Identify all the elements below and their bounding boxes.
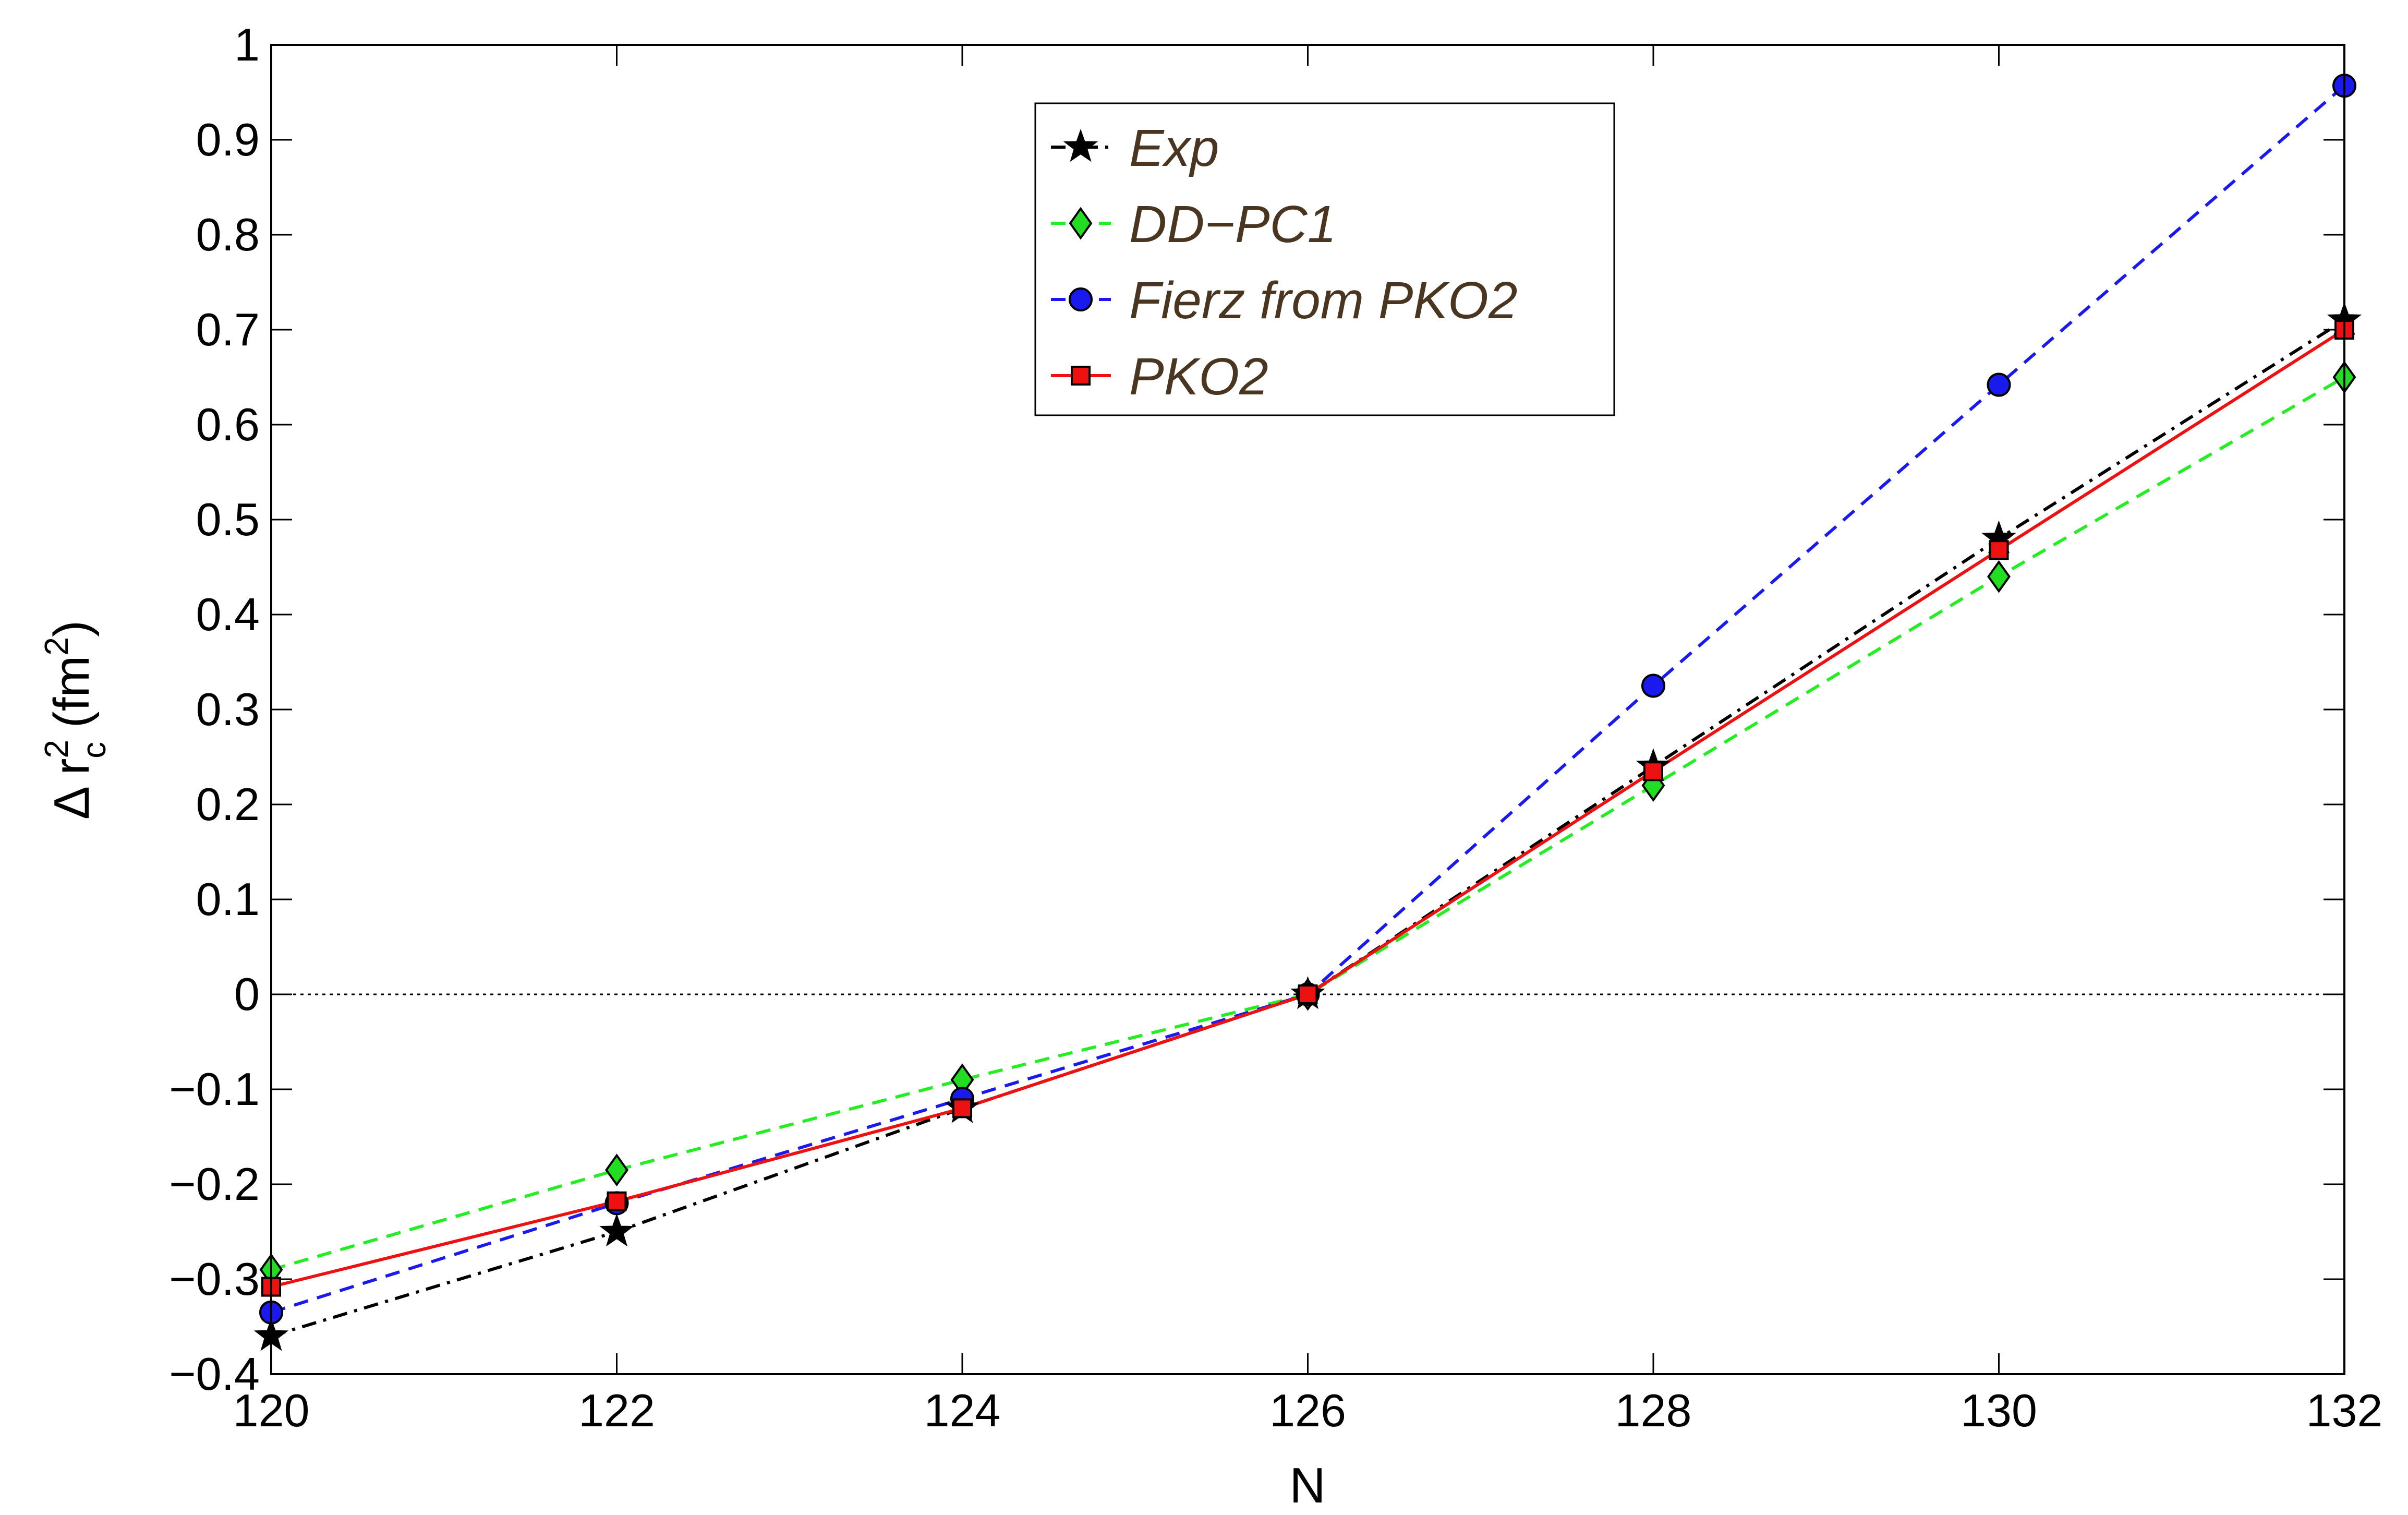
data-point	[599, 1213, 634, 1247]
legend-label: PKO2	[1129, 347, 1268, 406]
legend: Exp DD−PC1 Fierz from PKO2 PKO2	[1034, 102, 1615, 416]
x-tick-label: 132	[2306, 1385, 2383, 1436]
legend-marker	[1069, 207, 1093, 240]
y-tick-label: 0.1	[196, 873, 260, 925]
x-tick-label: 130	[1961, 1385, 2037, 1436]
y-tick-label: 0.7	[196, 304, 260, 355]
legend-label: DD−PC1	[1129, 195, 1336, 254]
y-tick-label: 0.3	[196, 683, 260, 735]
legend-box	[1034, 102, 1615, 416]
data-point	[952, 1098, 972, 1119]
y-tick-label: 0.2	[196, 778, 260, 830]
legend-marker	[1069, 287, 1093, 311]
x-tick-label: 122	[578, 1385, 655, 1436]
x-axis-title: N	[1289, 1458, 1325, 1513]
y-tick-label: −0.4	[169, 1348, 260, 1400]
y-tick-label: 0.8	[196, 209, 260, 260]
legend-marker	[1063, 128, 1098, 162]
y-tick-label: 0.5	[196, 494, 260, 545]
y-tick-label: 0.9	[196, 114, 260, 165]
legend-marker	[1071, 366, 1091, 386]
data-point	[605, 1153, 628, 1187]
data-point	[1641, 674, 1665, 698]
x-tick-label: 120	[233, 1385, 310, 1436]
x-tick-label: 124	[924, 1385, 1001, 1436]
y-tick-labels: −0.4 −0.3 −0.2 −0.1 0 0.1 0.2 0.3 0.4 0.5 0.6 0.7 0.…	[169, 19, 260, 1400]
x-tick-label: 128	[1615, 1385, 1692, 1436]
y-tick-label: −0.2	[169, 1158, 260, 1210]
plot-frame	[270, 44, 2345, 1375]
legend-label: Fierz from PKO2	[1129, 271, 1518, 330]
x-tick-labels: 120 122 124 126 128 130 132	[233, 1385, 2383, 1436]
data-point	[1987, 372, 2011, 397]
y-tick-label: 1	[234, 19, 260, 70]
y-tick-label: −0.1	[169, 1063, 260, 1115]
legend-label: Exp	[1129, 119, 1219, 177]
y-tick-label: 0.4	[196, 588, 260, 640]
data-point	[1298, 984, 1318, 1004]
y-tick-label: 0	[234, 968, 260, 1020]
data-point	[607, 1191, 627, 1211]
x-tick-label: 126	[1269, 1385, 1346, 1436]
y-axis-title: Δ r2c (fm2)	[38, 620, 113, 820]
data-point	[1643, 761, 1663, 781]
y-tick-label: −0.3	[169, 1253, 260, 1305]
y-tick-label: 0.6	[196, 399, 260, 450]
data-point	[1987, 560, 2011, 593]
data-point	[1989, 540, 2009, 560]
